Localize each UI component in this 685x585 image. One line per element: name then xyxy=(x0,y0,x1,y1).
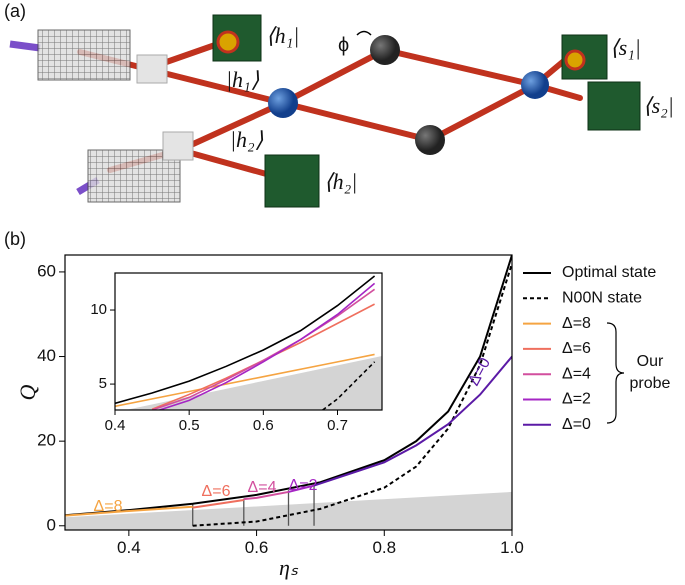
series-annotation: Δ=8 xyxy=(94,498,123,515)
legend-group-label: Our xyxy=(637,353,664,370)
state-label: |h₁⟩ xyxy=(226,67,260,92)
y-tick-label: 20 xyxy=(37,431,56,450)
legend-label: Optimal state xyxy=(562,264,656,281)
series-line xyxy=(192,263,512,527)
legend-brace xyxy=(606,322,625,424)
series-line xyxy=(115,353,375,408)
plot-area: 0.4 0.5 0.6 0.7 5 10 xyxy=(90,272,383,434)
x-tick-label: 0.6 xyxy=(253,417,274,434)
series-annotation: Δ=2 xyxy=(289,477,318,494)
legend-label: N00N state xyxy=(562,290,642,307)
series-line xyxy=(192,498,244,509)
series-line xyxy=(159,282,376,410)
legend: Optimal state N00N state Δ=8 Δ=6 Δ=4 Δ=2 Δ=0 Ou… xyxy=(523,264,671,433)
legend-group-label: probe xyxy=(630,375,671,392)
state-label: ⟨h₁| xyxy=(266,23,299,48)
x-tick-label: 1.0 xyxy=(500,538,524,557)
phase-label: ϕ xyxy=(338,34,349,56)
state-label: |h₂⟩ xyxy=(230,127,264,152)
series-annotation: Δ=6 xyxy=(202,483,231,500)
x-tick-label: 0.4 xyxy=(117,538,141,557)
legend-label: Δ=8 xyxy=(562,315,591,332)
series-line xyxy=(115,275,376,405)
x-tick-label: 0.4 xyxy=(105,417,126,434)
legend-label: Δ=4 xyxy=(562,365,591,382)
legend-label: Δ=0 xyxy=(562,416,591,433)
y-tick-label: 0 xyxy=(47,515,56,534)
legend-label: Δ=6 xyxy=(562,340,591,357)
x-tick-label: 0.7 xyxy=(327,417,348,434)
series-line xyxy=(313,355,512,487)
shaded-region xyxy=(115,355,382,410)
plot-content xyxy=(115,275,382,410)
series-line xyxy=(65,505,193,517)
series-annotation: Δ=4 xyxy=(248,479,277,496)
axes-frame xyxy=(64,254,513,531)
panel-label: (b) xyxy=(4,229,26,249)
y-tick-label: 60 xyxy=(37,261,56,280)
x-axis-label: ηₛ xyxy=(279,555,299,580)
series-line xyxy=(288,484,315,493)
x-tick-label: 0.5 xyxy=(179,417,200,434)
state-label: ⟨s₂| xyxy=(643,93,674,118)
series-line xyxy=(65,255,512,517)
y-tick-label: 40 xyxy=(37,346,56,365)
state-label: ⟨h₂| xyxy=(324,169,357,194)
state-label: ⟨s₁| xyxy=(610,35,641,60)
y-tick-label: 10 xyxy=(90,301,107,318)
setup-diagram xyxy=(9,14,641,208)
x-tick-label: 0.8 xyxy=(372,538,396,557)
axes-frame xyxy=(114,272,383,411)
x-tick-label: 0.6 xyxy=(245,538,269,557)
legend-label: Δ=2 xyxy=(562,391,591,408)
y-axis-label: Q xyxy=(15,384,40,400)
panel-label: (a) xyxy=(4,1,26,21)
y-tick-label: 5 xyxy=(99,375,107,392)
series-line xyxy=(243,490,289,501)
plot-content xyxy=(65,255,512,530)
series-line xyxy=(151,288,376,410)
